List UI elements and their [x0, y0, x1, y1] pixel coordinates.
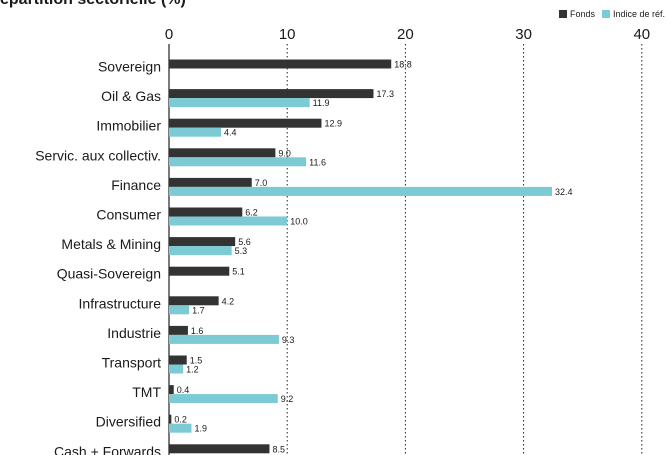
value-label-indice: 32.4: [555, 187, 573, 197]
x-tick-label-10: 10: [279, 26, 296, 43]
bar-fonds: [169, 385, 174, 395]
value-label-fonds: 1.5: [190, 356, 203, 366]
bar-fonds: [169, 266, 230, 276]
bar-fonds: [169, 207, 243, 217]
category-label: Industrie: [107, 325, 161, 341]
category-label: Quasi-Sovereign: [57, 266, 161, 282]
category-label: Consumer: [96, 207, 161, 223]
value-label-fonds: 7.0: [255, 178, 268, 188]
bar-fonds: [169, 414, 172, 424]
bar-fonds: [169, 325, 188, 335]
category-label: Finance: [111, 177, 161, 193]
value-label-fonds: 0.4: [177, 385, 190, 395]
value-label-fonds: 18.8: [394, 60, 412, 70]
bar-indice: [169, 98, 310, 108]
bar-indice: [169, 216, 288, 226]
value-label-indice: 10.0: [290, 217, 308, 227]
value-label-fonds: 17.3: [376, 89, 394, 99]
value-label-indice: 11.9: [313, 98, 330, 108]
chart-title: épartition sectorielle (%): [0, 0, 186, 9]
value-label-indice: 11.6: [309, 157, 326, 167]
bar-indice: [169, 364, 184, 374]
x-tick-label-40: 40: [633, 26, 650, 43]
value-label-fonds: 12.9: [324, 119, 342, 129]
bar-fonds: [169, 59, 392, 69]
legend-label-indice: Indice de réf.: [612, 9, 665, 19]
bar-indice: [169, 394, 278, 404]
bar-fonds: [169, 296, 219, 306]
bar-indice: [169, 127, 222, 137]
category-label: Sovereign: [98, 59, 161, 75]
value-label-fonds: 5.1: [232, 267, 245, 277]
value-label-indice: 4.4: [224, 128, 237, 138]
bar-fonds: [169, 177, 252, 187]
value-label-indice: 9.3: [282, 335, 295, 345]
x-tick-label-30: 30: [515, 26, 532, 43]
bar-fonds: [169, 444, 270, 454]
value-label-fonds: 0.2: [174, 415, 187, 425]
category-label: Diversified: [96, 414, 161, 430]
value-label-indice: 1.2: [186, 365, 199, 375]
bar-indice: [169, 334, 279, 344]
category-label: Immobilier: [96, 118, 161, 134]
value-label-fonds: 8.5: [272, 444, 285, 454]
value-label-fonds: 5.6: [238, 237, 251, 247]
bar-fonds: [169, 148, 276, 158]
category-label: Cash + Forwards: [54, 443, 161, 455]
x-tick-label-20: 20: [397, 26, 414, 43]
value-label-fonds: 4.2: [222, 296, 235, 306]
value-label-indice: 1.7: [192, 305, 205, 315]
value-label-fonds: 1.6: [191, 326, 204, 336]
value-label-indice: 1.9: [194, 424, 207, 434]
legend-item-fonds: Fonds: [558, 9, 595, 19]
category-label: Metals & Mining: [61, 236, 161, 252]
bar-fonds: [169, 89, 374, 99]
category-label: Infrastructure: [79, 295, 162, 311]
legend-swatch-indice: [601, 10, 610, 18]
category-label: Transport: [102, 355, 162, 371]
bar-indice: [169, 423, 192, 433]
legend-item-indice: Indice de réf.: [601, 9, 665, 19]
value-label-fonds: 6.2: [245, 208, 258, 218]
value-label-indice: 5.3: [235, 246, 248, 256]
legend-label-fonds: Fonds: [569, 9, 595, 19]
bar-fonds: [169, 118, 322, 128]
bar-fonds: [169, 355, 187, 365]
chart-legend: Fonds Indice de réf.: [558, 9, 665, 19]
bar-indice: [169, 157, 307, 167]
category-label: TMT: [132, 384, 161, 400]
x-tick-label-0: 0: [165, 26, 173, 43]
category-label: Servic. aux collectiv.: [35, 147, 161, 163]
bar-indice: [169, 186, 552, 196]
bar-indice: [169, 246, 232, 256]
category-label: Oil & Gas: [101, 88, 161, 104]
bar-fonds: [169, 237, 236, 247]
legend-swatch-fonds: [558, 10, 567, 18]
value-label-fonds: 9.0: [278, 148, 291, 158]
bar-indice: [169, 305, 190, 315]
value-label-indice: 9.2: [281, 394, 294, 404]
